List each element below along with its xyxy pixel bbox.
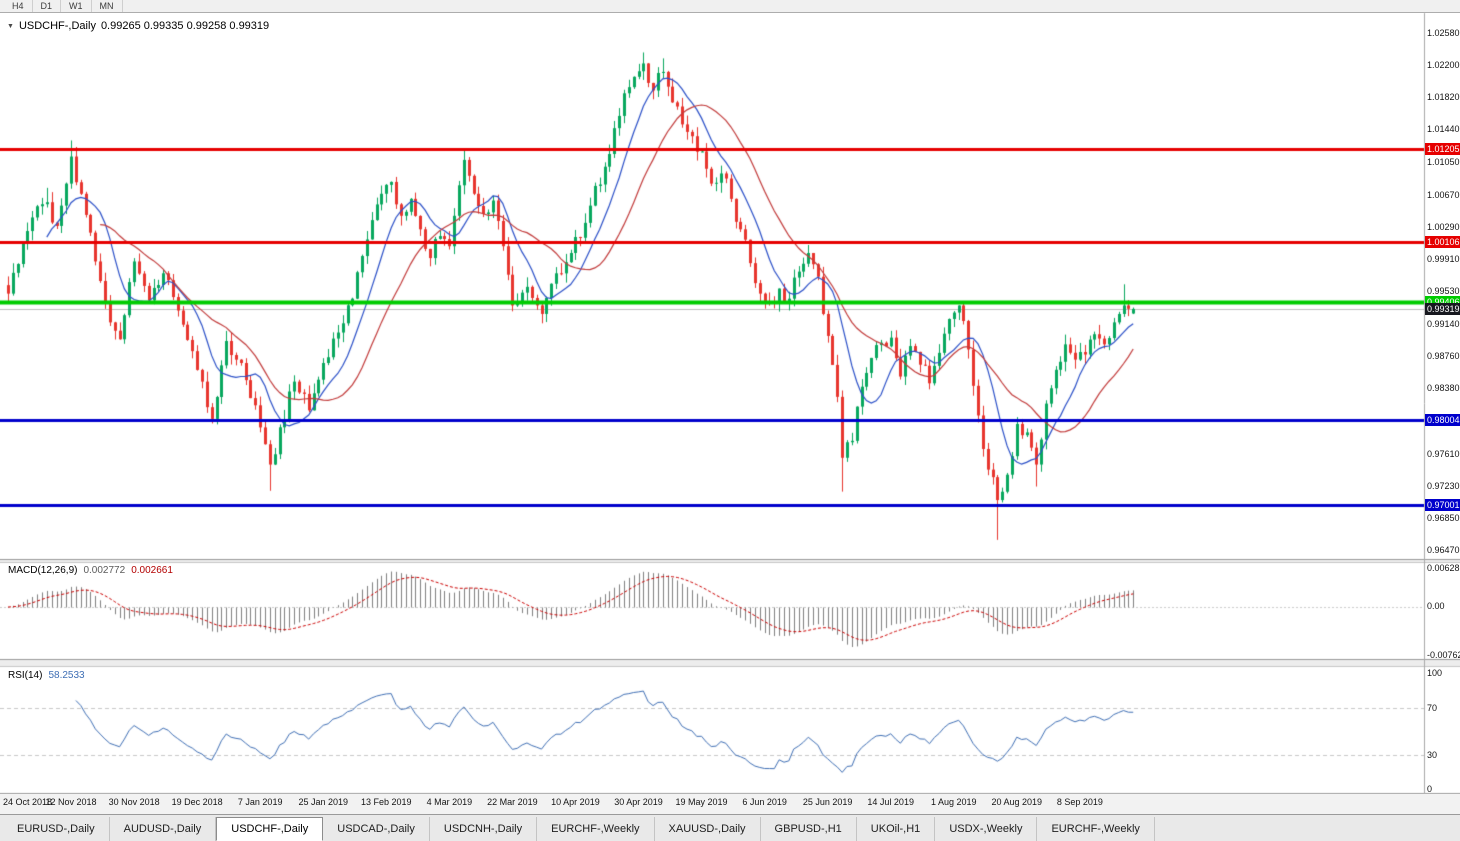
timeframe-button-h4[interactable]: H4 — [4, 0, 33, 12]
chart-tab-eurchf-weekly[interactable]: EURCHF-,Weekly — [1037, 817, 1155, 841]
timeframe-button-d1[interactable]: D1 — [33, 0, 62, 12]
timeframe-toolbar: H4 D1 W1 MN — [0, 0, 1460, 13]
timeframe-button-mn[interactable]: MN — [92, 0, 123, 12]
chart-tab-gbpusd-h1[interactable]: GBPUSD-,H1 — [761, 817, 857, 841]
chart-tab-usdchf-daily[interactable]: USDCHF-,Daily — [216, 817, 324, 841]
chart-tab-ukoil-h1[interactable]: UKOil-,H1 — [857, 817, 936, 841]
chart-tab-usdcad-daily[interactable]: USDCAD-,Daily — [323, 817, 430, 841]
timeframe-button-w1[interactable]: W1 — [61, 0, 92, 12]
chart-tab-eurchf-weekly[interactable]: EURCHF-,Weekly — [537, 817, 655, 841]
date-axis — [0, 794, 1460, 814]
chart-tab-xauusd-daily[interactable]: XAUUSD-,Daily — [655, 817, 761, 841]
chart-tab-eurusd-daily[interactable]: EURUSD-,Daily — [3, 817, 110, 841]
chart-tab-audusd-daily[interactable]: AUDUSD-,Daily — [110, 817, 217, 841]
chart-tab-usdx-weekly[interactable]: USDX-,Weekly — [935, 817, 1038, 841]
chart-tab-usdcnh-daily[interactable]: USDCNH-,Daily — [430, 817, 538, 841]
chart-tab-bar: EURUSD-,Daily AUDUSD-,Daily USDCHF-,Daily U… — [0, 814, 1460, 841]
